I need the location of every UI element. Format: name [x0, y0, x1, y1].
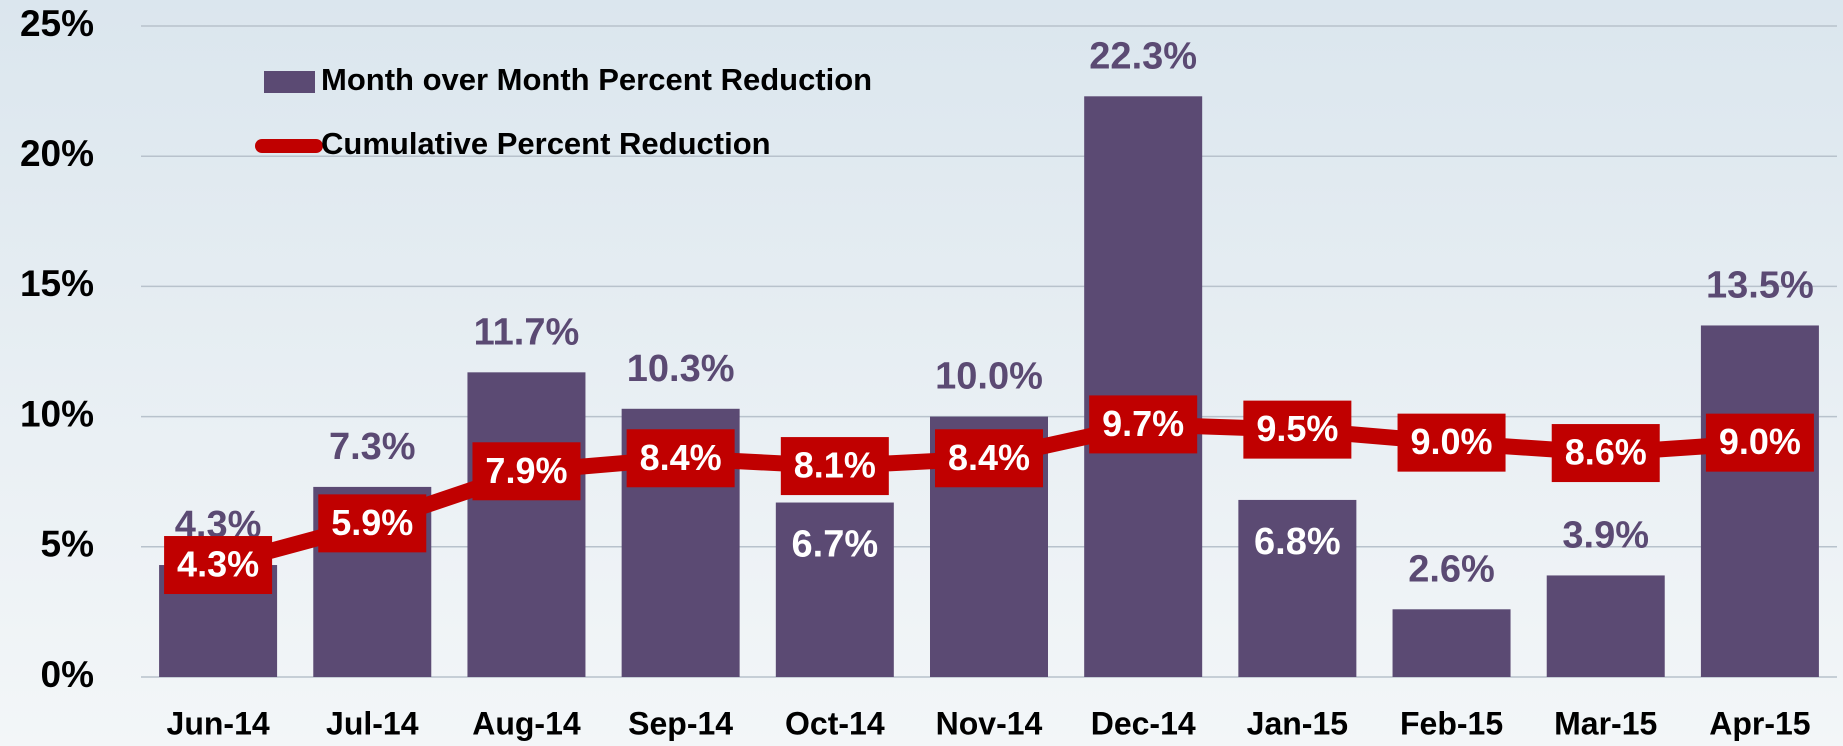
bar-value-label: 2.6%: [1408, 548, 1495, 590]
bar: [1238, 499, 1357, 677]
legend-label: Cumulative Percent Reduction: [321, 126, 771, 161]
line-label-box: [626, 429, 735, 488]
y-tick-label: 15%: [20, 263, 94, 304]
bar-value-label: 10.0%: [935, 356, 1043, 398]
line-label-box: [164, 536, 273, 595]
bar: [1546, 575, 1665, 677]
line-label-box: [1397, 413, 1506, 472]
line-label-box: [318, 494, 427, 553]
line-label-box: [1705, 413, 1814, 472]
y-tick-label: 5%: [41, 524, 94, 565]
x-tick-label: Feb-15: [1400, 705, 1503, 741]
bar: [1392, 609, 1511, 677]
x-tick-label: Aug-14: [472, 705, 581, 741]
line-value-label: 9.0%: [1719, 421, 1801, 462]
bar-value-label: 6.7%: [792, 524, 879, 566]
x-tick-label: Apr-15: [1709, 705, 1810, 741]
bar-value-label: 22.3%: [1089, 35, 1197, 77]
line-label-box: [472, 442, 581, 501]
x-tick-label: Sep-14: [628, 705, 733, 741]
bar-value-label: 7.3%: [329, 426, 416, 468]
bar: [1084, 96, 1203, 678]
line-value-label: 8.1%: [794, 445, 876, 486]
line-value-label: 9.5%: [1256, 408, 1338, 449]
bar-value-label: 13.5%: [1706, 264, 1814, 306]
line-label-box: [1551, 424, 1660, 483]
x-tick-label: Jul-14: [326, 705, 419, 741]
bar-value-label: 3.9%: [1562, 514, 1649, 556]
bar-value-label: 10.3%: [627, 348, 735, 390]
line-value-label: 5.9%: [331, 502, 413, 543]
line-value-label: 9.7%: [1102, 403, 1184, 444]
bar: [1700, 325, 1819, 677]
x-tick-label: Dec-14: [1091, 705, 1196, 741]
x-tick-label: Nov-14: [936, 705, 1043, 741]
legend-swatch: [264, 71, 315, 93]
line-value-label: 8.4%: [640, 437, 722, 478]
bar: [467, 372, 586, 677]
bar-value-label: 11.7%: [474, 311, 580, 353]
x-tick-label: Oct-14: [785, 705, 885, 741]
y-tick-label: 25%: [20, 3, 94, 44]
legend-label: Month over Month Percent Reduction: [321, 62, 872, 97]
line-value-label: 8.6%: [1565, 432, 1647, 473]
line-value-label: 7.9%: [485, 450, 567, 491]
x-tick-label: Jan-15: [1247, 705, 1348, 741]
line-value-label: 4.3%: [177, 544, 259, 585]
x-tick-label: Jun-14: [167, 705, 270, 741]
y-tick-label: 0%: [41, 654, 94, 695]
x-tick-label: Mar-15: [1554, 705, 1657, 741]
line-value-label: 9.0%: [1411, 421, 1493, 462]
line-label-box: [1089, 395, 1198, 454]
line-label-box: [780, 437, 889, 496]
line-label-box: [935, 429, 1043, 488]
bar: [775, 502, 894, 677]
y-tick-label: 20%: [20, 133, 94, 174]
line-label-box: [1243, 400, 1352, 459]
y-tick-label: 10%: [20, 393, 94, 434]
bar-value-label: 6.8%: [1254, 521, 1341, 563]
line-value-label: 8.4%: [948, 437, 1030, 478]
